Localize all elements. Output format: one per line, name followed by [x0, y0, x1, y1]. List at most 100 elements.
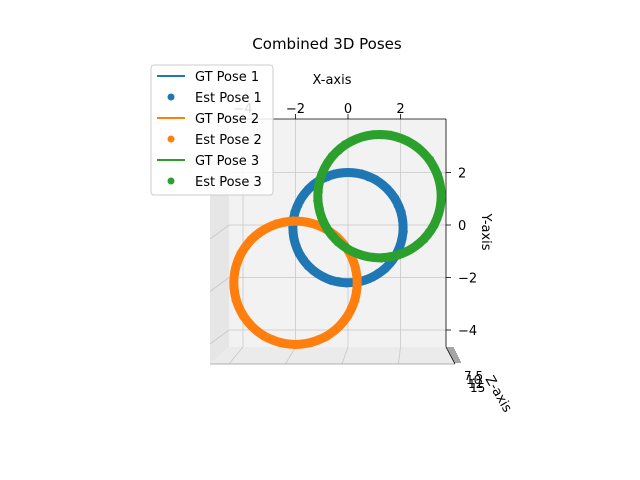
series-point	[270, 335, 277, 342]
series-point	[247, 323, 254, 330]
series-point	[229, 279, 236, 286]
series-point	[321, 217, 328, 224]
series-point	[338, 318, 345, 325]
chart-title: Combined 3D Poses	[252, 35, 402, 53]
z-tick-label: 12	[468, 377, 483, 391]
grid-wall	[209, 329, 230, 345]
series-point	[352, 292, 359, 299]
series-point	[272, 219, 279, 226]
grid-floor	[228, 346, 244, 365]
series-point	[378, 182, 384, 189]
legend: GT Pose 1 Est Pose 1 GT Pose 2 Est Pose 2 GT…	[150, 64, 274, 196]
box-edges	[210, 118, 456, 365]
series-point	[298, 339, 305, 346]
legend-marker	[167, 135, 175, 143]
series-point	[307, 183, 314, 189]
series-point	[365, 254, 372, 261]
series-point	[331, 150, 338, 156]
series-point	[334, 326, 341, 333]
series-point	[281, 339, 288, 346]
legend-item: Est Pose 3	[167, 175, 262, 190]
series-point	[369, 275, 376, 282]
legend-label: Est Pose 3	[195, 175, 262, 190]
series-point	[432, 218, 439, 224]
series-point	[315, 223, 322, 230]
series-point	[321, 163, 327, 170]
series-point	[334, 240, 340, 247]
series-point	[410, 143, 417, 149]
series-point	[255, 232, 262, 239]
grid-wall	[209, 277, 230, 292]
series-point	[294, 251, 301, 258]
series-point	[422, 237, 429, 244]
z-tick-label: 7.5	[464, 369, 483, 383]
series-point	[286, 339, 293, 346]
series-point	[352, 262, 359, 269]
series-point	[232, 292, 239, 299]
grid-floor	[341, 346, 349, 365]
x-tick-label: 0	[344, 102, 352, 117]
series-point	[418, 146, 425, 153]
series-layer	[229, 129, 446, 349]
series-point	[321, 272, 328, 279]
series-point	[396, 253, 403, 260]
legend-box	[150, 64, 274, 196]
series-point	[413, 240, 420, 247]
series-point	[296, 202, 303, 209]
y-tick-label: 2	[458, 167, 466, 182]
legend-label: GT Pose 1	[195, 70, 259, 85]
series-point	[319, 172, 326, 179]
series-point	[303, 339, 310, 346]
series-point	[355, 275, 362, 282]
legend-label: Est Pose 1	[195, 91, 262, 106]
series-point	[243, 315, 250, 322]
x-tick-label: 2	[396, 102, 404, 117]
series-point	[351, 258, 358, 265]
series-point	[436, 201, 443, 208]
series-3	[313, 129, 446, 263]
series-point	[347, 304, 354, 311]
series-point	[294, 342, 301, 349]
x-tick-label: −2	[286, 102, 305, 117]
series-point	[425, 228, 431, 235]
series-point	[307, 341, 314, 348]
series-point	[277, 219, 284, 226]
series-point	[322, 226, 329, 233]
series-point	[316, 210, 323, 217]
z-tick-label: 15	[470, 381, 485, 395]
series-point	[265, 335, 272, 342]
z-tick-label: 10	[466, 373, 481, 387]
series-point	[338, 241, 345, 248]
series-point	[365, 175, 371, 182]
series-point	[345, 247, 352, 254]
y-axis-label: Y-axis	[478, 212, 493, 250]
series-point	[436, 171, 442, 178]
series-point	[369, 130, 376, 137]
series-point	[353, 249, 360, 256]
legend-item: Est Pose 1	[167, 91, 262, 106]
legend-item: GT Pose 1	[157, 70, 259, 85]
series-point	[298, 220, 305, 226]
series-point	[382, 131, 389, 138]
grid-wall	[209, 224, 230, 240]
series-point	[423, 153, 430, 160]
series-point	[438, 184, 445, 191]
grid-floor	[285, 346, 296, 365]
y-tick-label: 0	[458, 219, 466, 234]
legend-marker	[167, 93, 175, 101]
series-point	[439, 188, 446, 195]
series-point	[330, 231, 337, 238]
series-point	[327, 157, 334, 164]
series-point	[395, 136, 401, 143]
series-point	[319, 335, 326, 342]
series-point	[351, 288, 358, 295]
series-point	[346, 313, 353, 320]
series-point	[231, 297, 238, 304]
series-point	[347, 255, 354, 262]
series-point	[341, 140, 347, 147]
series-point	[385, 185, 392, 192]
bottom-pane	[210, 347, 455, 364]
series-point	[261, 225, 268, 232]
legend-label: GT Pose 2	[195, 112, 259, 127]
